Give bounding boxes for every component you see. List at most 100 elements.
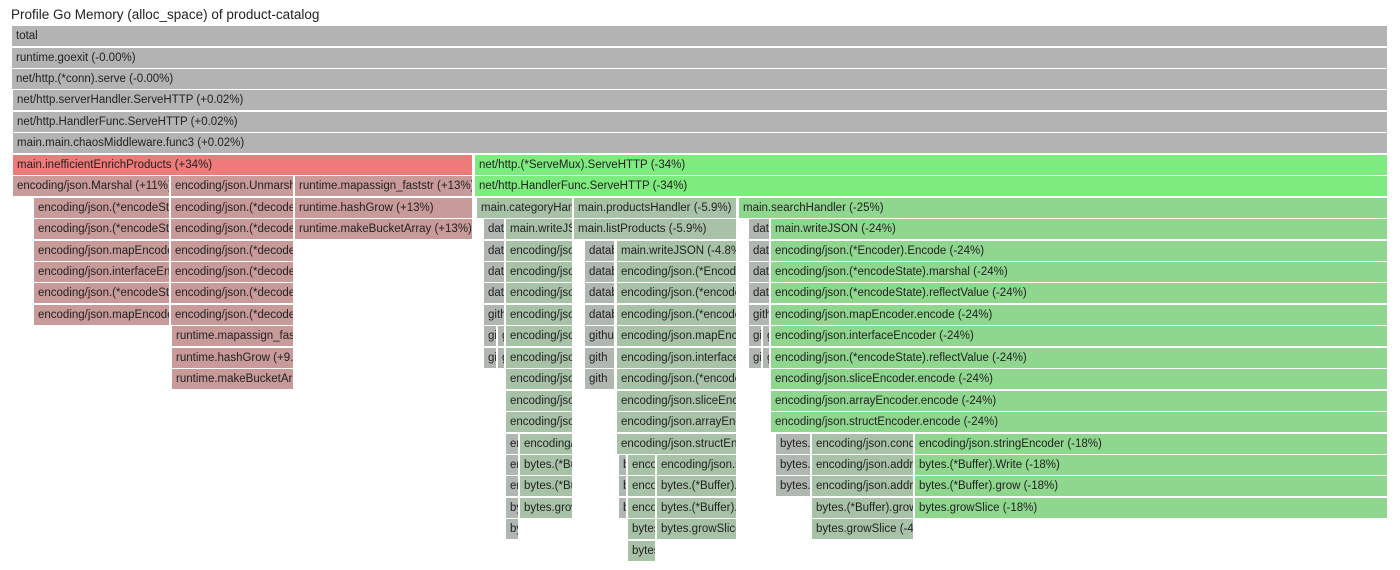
frame[interactable]: encoding/jso bbox=[506, 304, 573, 325]
frame[interactable]: b bbox=[619, 497, 627, 518]
frame[interactable]: encoding/json.mapEnco bbox=[617, 326, 737, 347]
frame[interactable]: main.searchHandler (-25%) bbox=[739, 197, 1388, 218]
frame[interactable]: encoding/json.mapEncoder.encode (-24%) bbox=[771, 304, 1388, 325]
frame[interactable]: datab bbox=[585, 283, 615, 304]
frame[interactable]: bytes.(*Bu bbox=[520, 476, 573, 497]
frame[interactable]: encoding/json.structEnc bbox=[617, 433, 737, 454]
frame[interactable]: bytes.(*Buffer). bbox=[657, 476, 737, 497]
frame[interactable]: net/http.(*ServeMux).ServeHTTP (-34%) bbox=[475, 154, 1388, 175]
frame[interactable]: main.categoryHan bbox=[477, 197, 573, 218]
frame[interactable]: by bbox=[506, 497, 519, 518]
frame[interactable]: dat bbox=[749, 219, 770, 239]
frame[interactable]: encoding/json.Unmarsh bbox=[171, 176, 294, 197]
frame[interactable]: bytes.(*Buffer).grow (-18%) bbox=[915, 476, 1388, 497]
frame[interactable]: main.writeJSON (-24%) bbox=[771, 219, 1388, 239]
frame[interactable]: datab bbox=[585, 304, 615, 325]
frame[interactable]: bytes.(*Buffer).Write (-18%) bbox=[915, 455, 1388, 475]
frame[interactable]: encoding/jso bbox=[506, 390, 573, 411]
frame[interactable]: enco bbox=[628, 476, 656, 497]
frame[interactable]: gi bbox=[749, 326, 762, 347]
frame[interactable]: encoding/json.(*decode bbox=[171, 304, 294, 325]
frame[interactable]: main.writeJSON (-4.8%) bbox=[617, 240, 737, 261]
frame[interactable]: runtime.hashGrow (+13%) bbox=[295, 197, 473, 218]
frame[interactable]: gith bbox=[585, 347, 615, 368]
frame[interactable]: encoding/json.mapEncode bbox=[34, 304, 170, 325]
frame[interactable]: runtime.mapassign_fast bbox=[172, 326, 294, 347]
frame[interactable]: g bbox=[498, 326, 505, 347]
frame[interactable]: runtime.goexit (-0.00%) bbox=[12, 47, 1388, 68]
frame[interactable]: encoding/json.addrl bbox=[812, 476, 914, 497]
frame[interactable]: encoding/json.sliceEncoder.encode (-24%) bbox=[771, 369, 1388, 390]
frame[interactable]: encoding/json.(*encodeState).reflectValu… bbox=[771, 347, 1388, 368]
frame[interactable]: encoding/ bbox=[520, 433, 573, 454]
frame[interactable]: bytes.( bbox=[776, 455, 811, 475]
frame[interactable]: encoding/jso bbox=[506, 369, 573, 390]
frame[interactable]: encoding/jso bbox=[506, 261, 573, 282]
frame[interactable]: encoding/jso bbox=[506, 347, 573, 368]
frame[interactable]: encoding/jso bbox=[506, 326, 573, 347]
frame[interactable]: runtime.hashGrow (+9.0 bbox=[172, 347, 294, 368]
frame[interactable]: bytes.(*Buffer).grow bbox=[812, 497, 914, 518]
frame[interactable]: by bbox=[506, 519, 519, 540]
frame[interactable]: bytes.grow bbox=[520, 497, 573, 518]
frame[interactable]: encoding/json.(*encodeState).marshal (-2… bbox=[771, 261, 1388, 282]
frame[interactable]: encoding/json.(*encodeSta bbox=[34, 197, 170, 218]
frame[interactable]: dat bbox=[749, 240, 770, 261]
frame[interactable]: net/http.HandlerFunc.ServeHTTP (-34%) bbox=[475, 176, 1388, 197]
frame[interactable]: bytes.growSlice bbox=[657, 519, 737, 540]
frame[interactable]: net/http.serverHandler.ServeHTTP (+0.02%… bbox=[13, 90, 1388, 111]
frame[interactable]: bytes.( bbox=[776, 433, 811, 454]
frame[interactable]: gi bbox=[484, 347, 497, 368]
frame[interactable]: encoding/json.mapEncode bbox=[34, 240, 170, 261]
frame[interactable]: main.productsHandler (-5.9%) bbox=[574, 197, 737, 218]
frame[interactable]: bytes bbox=[628, 519, 656, 540]
frame[interactable]: githu bbox=[585, 326, 615, 347]
frame[interactable]: gi bbox=[484, 326, 497, 347]
frame[interactable]: main.inefficientEnrichProducts (+34%) bbox=[13, 154, 473, 175]
frame[interactable]: encoding/jso bbox=[506, 240, 573, 261]
frame[interactable]: datab bbox=[585, 240, 615, 261]
frame[interactable]: en bbox=[506, 433, 519, 454]
frame[interactable]: en bbox=[506, 476, 519, 497]
frame[interactable]: dat bbox=[749, 283, 770, 304]
frame[interactable]: main.main.chaosMiddleware.func3 (+0.02%) bbox=[13, 133, 1388, 154]
frame[interactable]: enco bbox=[628, 455, 656, 475]
frame[interactable]: dat bbox=[749, 261, 770, 282]
frame[interactable]: dat bbox=[484, 240, 505, 261]
frame[interactable]: dat bbox=[484, 219, 505, 239]
frame[interactable]: net/http.HandlerFunc.ServeHTTP (+0.02%) bbox=[13, 111, 1388, 132]
frame[interactable]: encoding/json.(*encodeState).reflectValu… bbox=[771, 283, 1388, 304]
frame[interactable]: gith bbox=[484, 304, 505, 325]
frame[interactable]: encoding/json.(*decode bbox=[171, 240, 294, 261]
frame[interactable]: enco bbox=[628, 497, 656, 518]
frame[interactable]: encoding/json.(*decode bbox=[171, 283, 294, 304]
frame[interactable]: encoding/json.Marshal (+11%) bbox=[13, 176, 170, 197]
frame[interactable]: en bbox=[506, 455, 519, 475]
frame[interactable]: main.writeJS bbox=[506, 219, 573, 239]
frame[interactable]: dat bbox=[484, 283, 505, 304]
frame[interactable]: b bbox=[619, 476, 627, 497]
frame[interactable]: encoding/json.(*decode bbox=[171, 219, 294, 239]
frame[interactable]: encoding/jso bbox=[506, 412, 573, 433]
frame[interactable]: encoding/json.(*Encode bbox=[617, 261, 737, 282]
frame[interactable]: encoding/json.arrayEncoder.encode (-24%) bbox=[771, 390, 1388, 411]
frame[interactable]: encoding/json.structEncoder.encode (-24%… bbox=[771, 412, 1388, 433]
frame[interactable]: encoding/json.addrl bbox=[812, 455, 914, 475]
frame[interactable]: encoding/json.s bbox=[657, 455, 737, 475]
frame[interactable]: encoding/json.arrayEnc bbox=[617, 412, 737, 433]
frame[interactable]: net/http.(*conn).serve (-0.00%) bbox=[12, 68, 1388, 89]
frame[interactable]: encoding/json.(*decode bbox=[171, 197, 294, 218]
frame[interactable]: encoding/json.cond bbox=[812, 433, 914, 454]
frame[interactable]: total bbox=[12, 26, 1388, 46]
frame[interactable]: bytes.(*Bu bbox=[520, 455, 573, 475]
frame[interactable]: encoding/json.(*encode bbox=[617, 369, 737, 390]
frame[interactable]: b bbox=[619, 455, 627, 475]
frame[interactable]: encoding/json.(*encode bbox=[617, 304, 737, 325]
frame[interactable]: bytes.growSlice (-4.1 bbox=[812, 519, 914, 540]
frame[interactable]: runtime.makeBucketArr bbox=[172, 369, 294, 390]
frame[interactable]: gi bbox=[749, 347, 762, 368]
frame[interactable]: encoding/json.(*encodeSt bbox=[34, 283, 170, 304]
frame[interactable]: main.listProducts (-5.9%) bbox=[574, 219, 737, 239]
frame[interactable]: encoding/json.(*decode bbox=[171, 261, 294, 282]
frame[interactable]: bytes.growSlice (-18%) bbox=[915, 497, 1388, 518]
